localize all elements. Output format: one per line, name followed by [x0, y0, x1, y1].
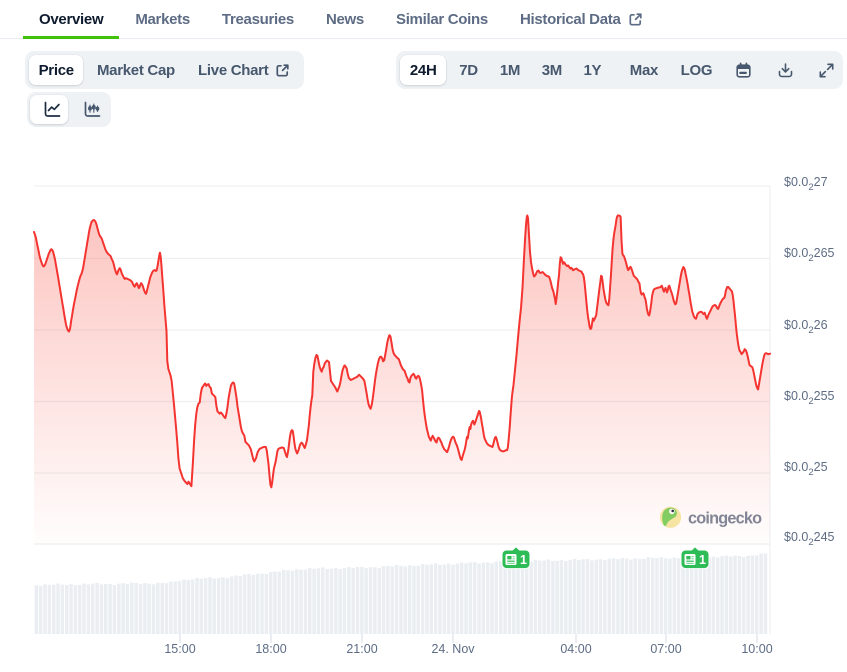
svg-text:1: 1: [520, 553, 527, 567]
